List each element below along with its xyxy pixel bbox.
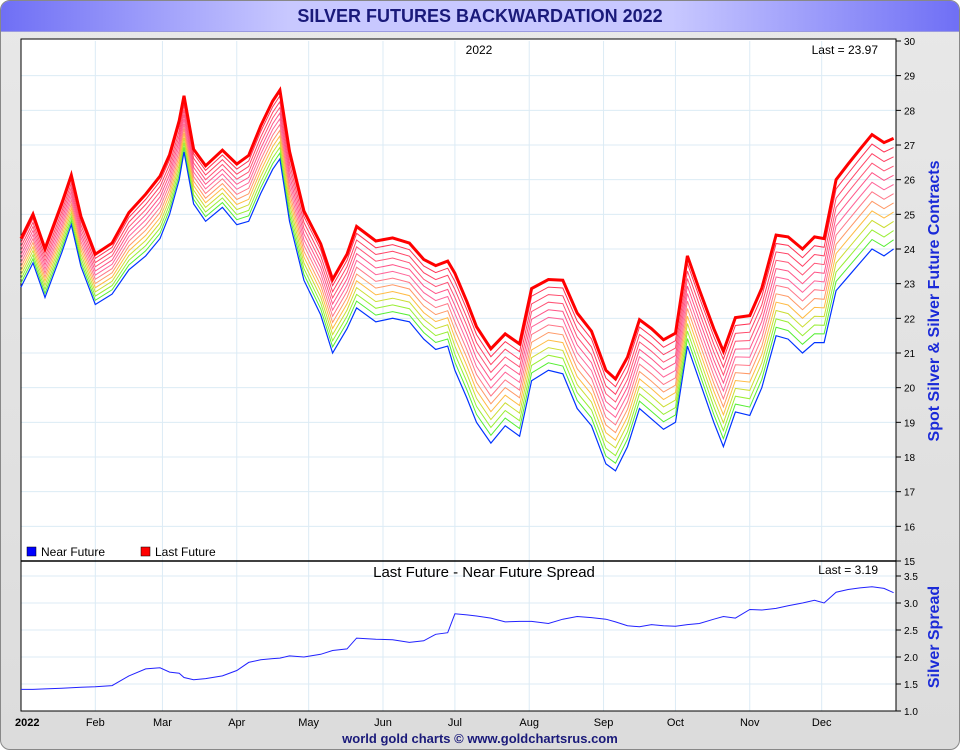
x-tick-label: May	[298, 717, 319, 729]
spread-y-tick-label: 3.5	[904, 572, 918, 583]
y-tick-label: 29	[904, 72, 916, 83]
legend-swatch	[140, 546, 151, 557]
x-tick-label: 2022	[15, 717, 39, 729]
legend-swatch	[26, 546, 37, 557]
spread-line	[21, 586, 894, 690]
y-tick-label: 24	[904, 245, 916, 256]
y-tick-label: 30	[904, 37, 916, 48]
spread-y-axis-label: Silver Spread	[926, 586, 943, 688]
x-tick-label: Jul	[448, 717, 462, 729]
legend-label: Last Future	[155, 545, 216, 559]
x-tick-label: Jun	[374, 717, 392, 729]
spread-last-value: Last = 3.19	[818, 563, 878, 577]
intermediate-contract-line	[20, 111, 894, 411]
intermediate-contract-line	[20, 117, 894, 419]
main-chart-title: 2022	[466, 43, 493, 57]
spread-chart-title: Last Future - Near Future Spread	[373, 564, 595, 581]
y-tick-label: 16	[904, 522, 916, 533]
y-tick-label: 23	[904, 280, 916, 291]
spread-y-tick-label: 2.0	[904, 653, 918, 664]
y-tick-label: 20	[904, 384, 916, 395]
x-tick-label: Dec	[812, 717, 832, 729]
legend-label: Near Future	[41, 545, 105, 559]
intermediate-contract-line	[20, 123, 894, 426]
y-tick-label: 26	[904, 176, 916, 187]
y-tick-label: 22	[904, 314, 916, 325]
x-tick-label: Mar	[153, 717, 172, 729]
y-tick-label: 27	[904, 141, 916, 152]
spread-plot-area	[21, 561, 896, 711]
y-tick-label: 25	[904, 210, 916, 221]
x-tick-label: Oct	[667, 717, 684, 729]
intermediate-contract-line	[20, 128, 894, 434]
x-tick-label: Aug	[519, 717, 539, 729]
y-tick-label: 15	[904, 557, 916, 568]
intermediate-contract-line	[20, 133, 894, 441]
main-plot-area	[21, 39, 896, 561]
intermediate-contract-line	[20, 142, 894, 457]
title-bar: SILVER FUTURES BACKWARDATION 2022	[1, 1, 959, 32]
plot-border	[20, 38, 897, 712]
x-tick-label: Nov	[740, 717, 760, 729]
intermediate-contract-line	[20, 147, 894, 464]
x-tick-label: Apr	[228, 717, 245, 729]
near-future-line	[20, 151, 894, 472]
y-tick-label: 28	[904, 106, 916, 117]
x-tick-label: Sep	[594, 717, 614, 729]
intermediate-contract-line	[20, 137, 894, 449]
spread-y-tick-label: 1.5	[904, 680, 918, 691]
y-tick-label: 21	[904, 349, 916, 360]
intermediate-contract-line	[20, 106, 894, 403]
main-y-axis-label: Spot Silver & Silver Future Contracts	[926, 160, 943, 441]
x-tick-label: Feb	[86, 717, 105, 729]
last-future-line	[19, 86, 895, 382]
intermediate-contract-line	[20, 100, 894, 396]
spread-y-tick-label: 2.5	[904, 626, 918, 637]
y-tick-label: 17	[904, 488, 916, 499]
spread-y-tick-label: 1.0	[904, 707, 918, 718]
main-last-value: Last = 23.97	[812, 43, 879, 57]
spread-y-tick-label: 3.0	[904, 599, 918, 610]
footer-credit: world gold charts © www.goldchartsrus.co…	[342, 731, 618, 746]
y-tick-label: 18	[904, 453, 916, 464]
y-tick-label: 19	[904, 418, 916, 429]
chart-title: SILVER FUTURES BACKWARDATION 2022	[297, 6, 663, 26]
